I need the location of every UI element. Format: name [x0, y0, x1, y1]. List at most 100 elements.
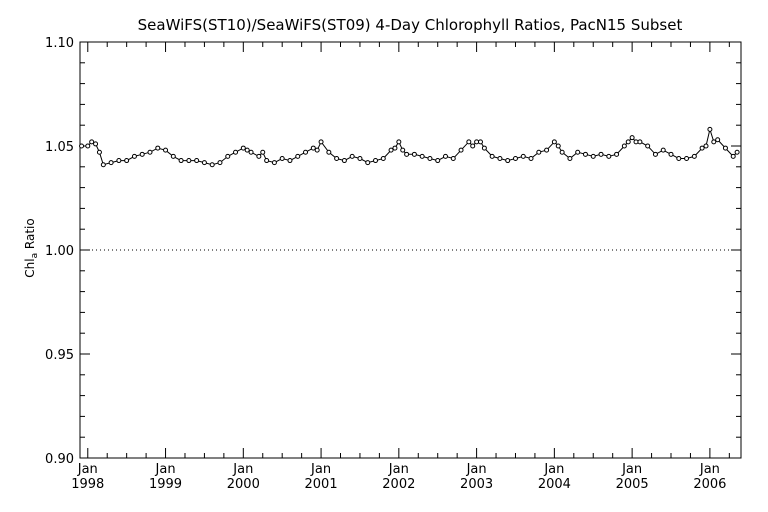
data-point [303, 149, 309, 155]
data-point [334, 155, 340, 161]
x-tick-month-label: Jan [466, 462, 487, 477]
data-point [314, 147, 320, 153]
x-tick-month-label: Jan [77, 462, 98, 477]
data-point [217, 160, 223, 166]
data-point [625, 139, 631, 145]
data-point [271, 160, 277, 166]
data-point [684, 155, 690, 161]
data-point [287, 158, 293, 164]
data-point [442, 153, 448, 159]
data-point [248, 149, 254, 155]
data-point [85, 143, 91, 149]
data-point [341, 158, 347, 164]
x-tick-year-label: 1999 [149, 477, 182, 492]
y-tick-label: 0.90 [45, 452, 74, 467]
data-point [225, 153, 231, 159]
data-point [668, 151, 674, 157]
data-point [590, 153, 596, 159]
data-point [295, 153, 301, 159]
data-point [388, 147, 394, 153]
data-point [244, 147, 250, 153]
data-point [419, 153, 425, 159]
data-point [256, 153, 262, 159]
data-point [567, 155, 573, 161]
data-point [734, 149, 740, 155]
x-tick-year-label: 2002 [382, 477, 415, 492]
y-axis-label-tail: Ratio [23, 218, 37, 253]
y-axis: 0.90 0.95 1.00 1.05 1.10 [45, 36, 741, 467]
y-axis-label-subscript: a [30, 253, 40, 259]
data-point [349, 153, 355, 159]
data-point [559, 149, 565, 155]
data-point [551, 139, 557, 145]
data-point [489, 153, 495, 159]
data-point [505, 158, 511, 164]
data-point [201, 160, 207, 166]
data-point [279, 155, 285, 161]
plot-frame [79, 41, 742, 459]
data-point [660, 147, 666, 153]
data-point [645, 143, 651, 149]
data-point [404, 151, 410, 157]
data-point [357, 155, 363, 161]
x-tick-year-label: 2001 [305, 477, 338, 492]
data-point [93, 141, 99, 147]
data-point [108, 160, 114, 166]
data-point [89, 139, 95, 145]
data-point [365, 160, 371, 166]
data-point [163, 147, 169, 153]
data-point [676, 155, 682, 161]
x-tick-year-label: 2006 [693, 477, 726, 492]
x-tick-year-label: 2005 [616, 477, 649, 492]
y-axis-label: Chla Ratio [23, 218, 40, 277]
x-tick-year-label: 2000 [227, 477, 260, 492]
data-point [124, 158, 130, 164]
x-tick-month-label: Jan [232, 462, 253, 477]
data-point [497, 155, 503, 161]
data-point [139, 151, 145, 157]
data-point [544, 147, 550, 153]
data-point [155, 145, 161, 151]
x-tick-month-label: Jan [543, 462, 564, 477]
data-point [435, 158, 441, 164]
data-point [131, 153, 137, 159]
x-tick-year-label: 1998 [71, 477, 104, 492]
y-axis-label-main: Chl [23, 258, 37, 277]
data-point [715, 137, 721, 143]
data-point [450, 155, 456, 161]
data-point [194, 158, 200, 164]
data-point [470, 143, 476, 149]
minor-ticks [80, 42, 741, 458]
data-point [116, 158, 122, 164]
data-point [582, 151, 588, 157]
data-point [598, 151, 604, 157]
data-point [606, 153, 612, 159]
data-point [411, 151, 417, 157]
data-point [178, 158, 184, 164]
y-tick-label: 1.05 [45, 140, 74, 155]
data-point [555, 143, 561, 149]
data-point [621, 143, 627, 149]
data-point [318, 139, 324, 145]
data-point [326, 149, 332, 155]
chart-title: SeaWiFS(ST10)/SeaWiFS(ST09) 4-Day Chloro… [138, 16, 683, 34]
data-point [260, 149, 266, 155]
data-point [400, 147, 406, 153]
data-point [373, 158, 379, 164]
data-point [209, 162, 215, 168]
data-point [170, 153, 176, 159]
data-point [100, 162, 106, 168]
data-point [730, 153, 736, 159]
x-tick-month-label: Jan [621, 462, 642, 477]
data-point [392, 145, 398, 151]
data-point [520, 153, 526, 159]
data-point [722, 145, 728, 151]
data-point [614, 151, 620, 157]
y-tick-label: 0.95 [45, 348, 74, 363]
data-point [396, 139, 402, 145]
x-tick-year-label: 2003 [460, 477, 493, 492]
data-point [240, 145, 246, 151]
data-point [466, 139, 472, 145]
ratio-series [79, 126, 740, 168]
